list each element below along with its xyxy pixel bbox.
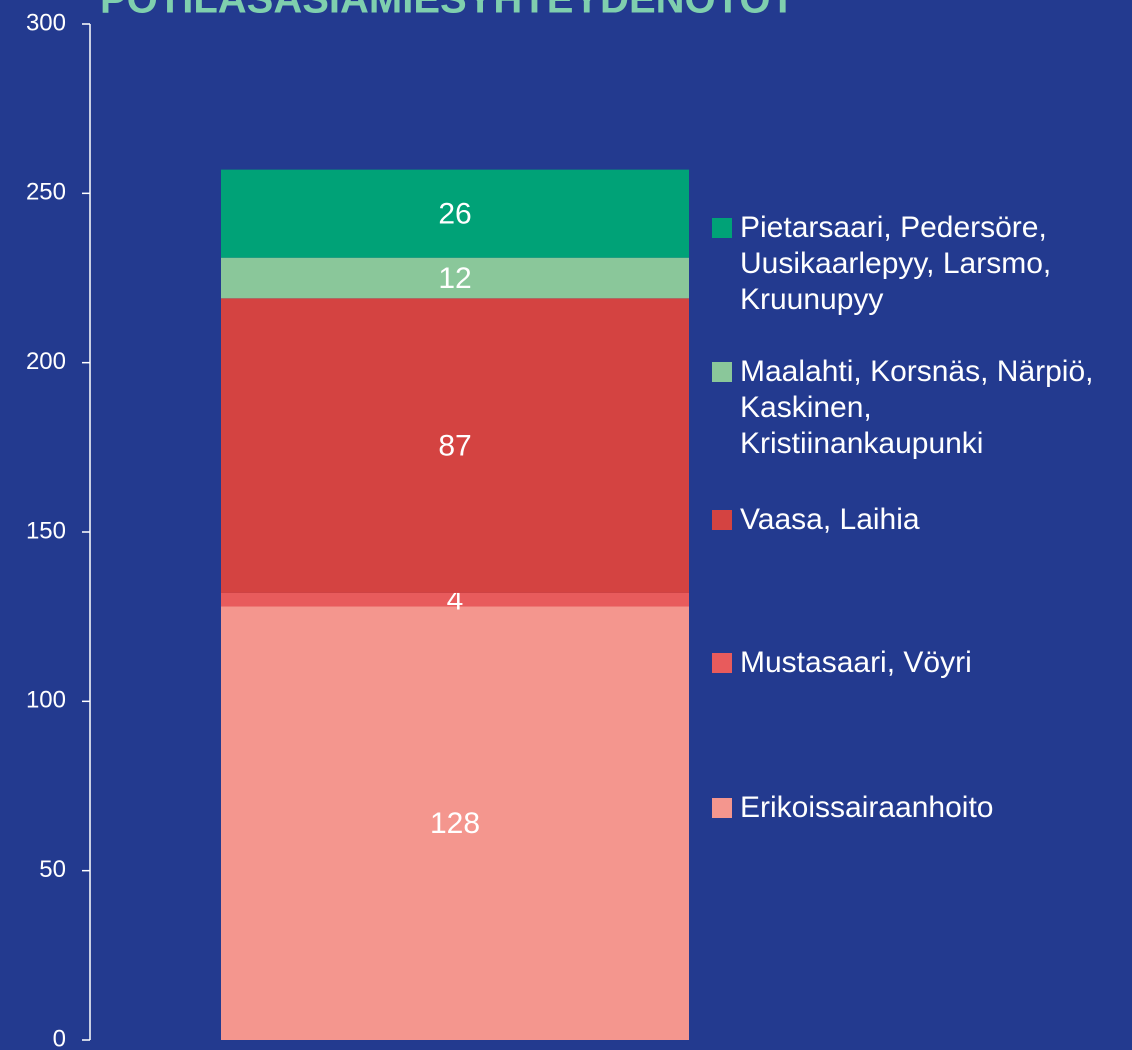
legend-label: Vaasa, Laihia	[740, 503, 920, 536]
legend-swatch	[712, 362, 732, 382]
bar-segment	[221, 169, 689, 258]
data-label: 12	[438, 262, 471, 295]
y-tick-label: 200	[26, 348, 66, 375]
legend-entry: Mustasaari, Vöyri	[712, 645, 1122, 681]
legend-label: Mustasaari, Vöyri	[740, 646, 972, 679]
y-tick-label: 150	[26, 517, 66, 544]
y-tick-label: 250	[26, 179, 66, 206]
legend-label: Erikoissairaanhoito	[740, 791, 994, 824]
y-tick-label: 100	[26, 687, 66, 714]
legend-entry: Maalahti, Korsnäs, Närpiö, Kaskinen, Kri…	[712, 354, 1122, 462]
y-tick-label: 0	[53, 1025, 66, 1050]
y-tick-label: 300	[26, 9, 66, 36]
data-label: 26	[438, 198, 471, 231]
bar-segment	[221, 592, 689, 607]
chart-title: POTILASASIAMIESYHTEYDENOTOT	[100, 0, 795, 22]
legend-label: Pietarsaari, Pedersöre, Uusikaarlepyy, L…	[740, 211, 1052, 316]
legend-swatch	[712, 798, 732, 818]
legend-entry: Erikoissairaanhoito	[712, 790, 1122, 826]
data-label: 87	[438, 430, 471, 463]
legend-swatch	[712, 653, 732, 673]
legend-swatch	[712, 510, 732, 530]
bar-segment	[221, 298, 689, 593]
bar-segment	[221, 257, 689, 299]
legend-swatch	[712, 218, 732, 238]
legend-entry: Pietarsaari, Pedersöre, Uusikaarlepyy, L…	[712, 210, 1122, 318]
bar-segment	[221, 606, 689, 1040]
legend-label: Maalahti, Korsnäs, Närpiö, Kaskinen, Kri…	[740, 355, 1094, 460]
y-tick-label: 50	[39, 856, 66, 883]
data-label: 128	[430, 807, 480, 840]
legend-entry: Vaasa, Laihia	[712, 502, 1122, 538]
